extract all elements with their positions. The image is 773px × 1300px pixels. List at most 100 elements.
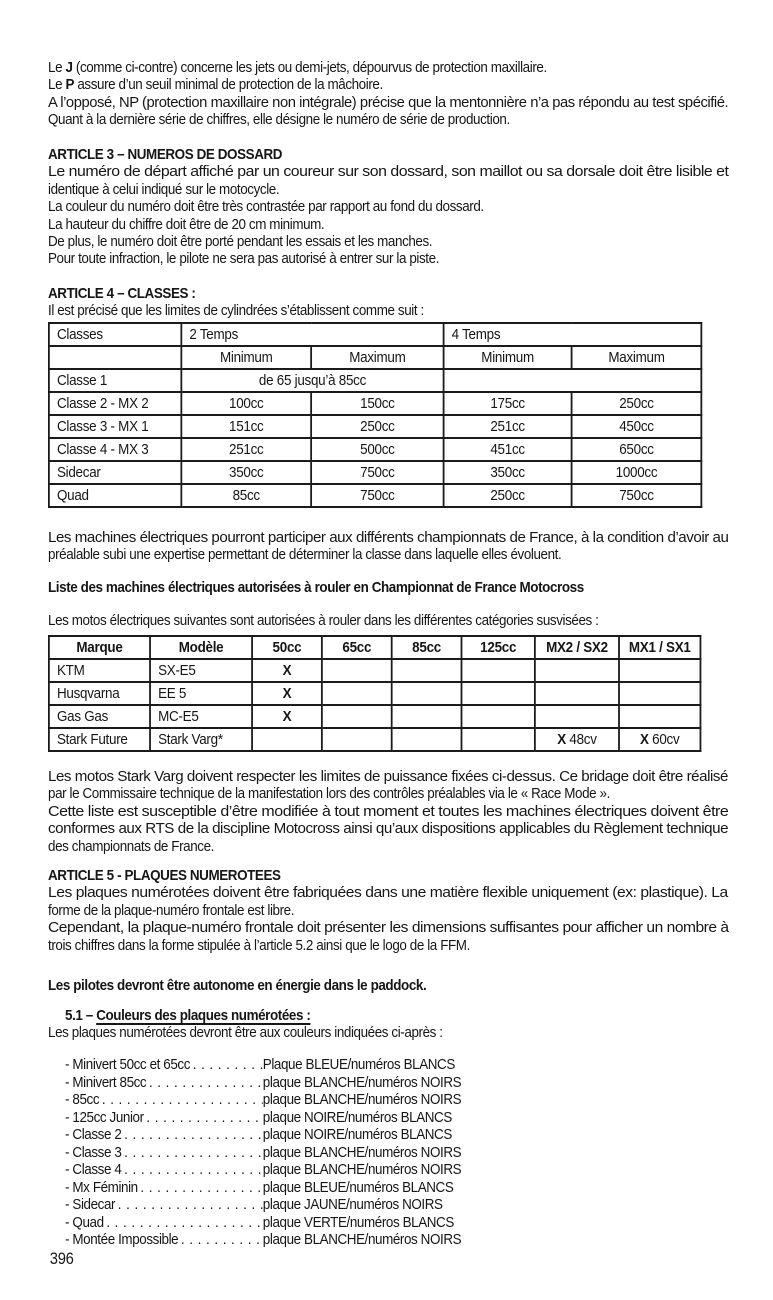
paragraph-line: identique à celui indiqué sur le motocyc… — [48, 180, 280, 198]
item-label: - Classe 4 — [65, 1161, 122, 1178]
paragraph-line: Le J (comme ci-contre) concerne les jets… — [48, 59, 728, 76]
header-cell: 4 Temps — [442, 322, 703, 347]
item-label: - Minivert 50cc et 65cc — [65, 1056, 191, 1073]
cell: 250cc — [570, 391, 703, 416]
header-cell: Classes — [48, 322, 183, 347]
cell — [618, 704, 702, 729]
table-row: Quad 85cc 750cc 250cc 750cc — [48, 483, 703, 508]
paragraph-line: Il est précisé que les limites de cylind… — [48, 302, 424, 320]
cell — [533, 704, 620, 729]
cell: Classe 4 - MX 3 — [48, 437, 183, 462]
dot-leader: . . . . . . . . . . . . . . . . . . . . … — [180, 1231, 263, 1248]
table-row: Classes 2 Temps 4 Temps — [48, 322, 703, 347]
header-cell: Modèle — [149, 635, 253, 660]
item-value: plaque BLANCHE/numéros NOIRS — [262, 1161, 462, 1178]
cylinder-capacity-table-wrap: Classes 2 Temps 4 Temps Minimum Maximum … — [48, 322, 728, 508]
item-value: plaque BLANCHE/numéros NOIRS — [262, 1073, 462, 1091]
header-cell: 125cc — [460, 635, 536, 660]
list-item: - Minivert 50cc et 65cc. . . . . . . . .… — [48, 1056, 728, 1074]
cell — [533, 658, 620, 683]
list-item: - Quad. . . . . . . . . . . . . . . . . … — [48, 1214, 728, 1232]
electric-list-intro: Les motos électriques suivantes sont aut… — [48, 612, 728, 629]
cell — [460, 658, 536, 683]
cell — [320, 727, 393, 752]
text: assure d’un seuil minimal de protection … — [74, 76, 383, 94]
list-item: - Sidecar. . . . . . . . . . . . . . . .… — [48, 1196, 728, 1214]
table-row: Classe 3 - MX 1 151cc 250cc 251cc 450cc — [48, 414, 703, 439]
table-row: Sidecar 350cc 750cc 350cc 1000cc — [48, 460, 703, 485]
cell: 451cc — [442, 437, 573, 462]
section-5-1-heading: 5.1 – Couleurs des plaques numérotées : — [48, 1007, 728, 1024]
cell: EE 5 — [149, 681, 253, 706]
item-label: - Sidecar — [65, 1196, 116, 1213]
cell: 350cc — [442, 460, 573, 485]
paragraph-line: trois chiffres dans la forme stipulée à … — [48, 936, 470, 954]
header-cell: MX1 / SX1 — [618, 635, 702, 660]
item-label: - Minivert 85cc — [65, 1073, 147, 1091]
header-cell: 2 Temps — [180, 322, 445, 347]
article-5-section: ARTICLE 5 - PLAQUES NUMEROTEES Les plaqu… — [48, 867, 729, 954]
bold-letter: J — [65, 59, 73, 76]
paragraph-line: Cette liste est susceptible d’être modif… — [48, 803, 729, 820]
dot-leader: . . . . . . . . . . . . . . . . . . . . … — [124, 1143, 263, 1161]
paragraph-line: forme de la plaque-numéro frontale est l… — [48, 901, 295, 919]
cell: X — [251, 704, 323, 729]
article-5-title: ARTICLE 5 - PLAQUES NUMEROTEES — [48, 867, 281, 884]
article-3-title: ARTICLE 3 – NUMEROS DE DOSSARD — [48, 146, 283, 163]
paddock-energy-note: Les pilotes devront être autonome en éne… — [48, 977, 728, 994]
cell: Classe 1 — [48, 368, 183, 393]
paragraph-line: Le P assure d’un seuil minimal de protec… — [48, 76, 728, 93]
text: conformes aux RTS de la discipline Motoc… — [48, 820, 729, 838]
paragraph-line: conformes aux RTS de la discipline Motoc… — [48, 820, 729, 838]
header-cell: Maximum — [310, 345, 445, 370]
paragraph-line: des championnats de France. — [48, 837, 214, 855]
helmet-certification-paragraph: Le J (comme ci-contre) concerne les jets… — [48, 59, 729, 129]
cell: 250cc — [310, 414, 445, 439]
item-value: plaque VERTE/numéros BLANCS — [262, 1213, 455, 1231]
dot-leader: . . . . . . . . . . . . . . . . . . . . … — [146, 1108, 262, 1126]
table-row: Marque Modèle 50cc 65cc 85cc 125cc MX2 /… — [48, 635, 702, 660]
item-label: - 125cc Junior — [65, 1108, 144, 1126]
electric-machines-table-wrap: Marque Modèle 50cc 65cc 85cc 125cc MX2 /… — [48, 635, 728, 752]
cell: 151cc — [180, 414, 313, 439]
cell: Classe 3 - MX 1 — [48, 414, 183, 439]
cell — [533, 681, 620, 706]
item-value: plaque BLEUE/numéros BLANCS — [262, 1178, 454, 1196]
item-value: plaque NOIRE/numéros BLANCS — [262, 1126, 453, 1143]
text: Cependant, la plaque-numéro frontale doi… — [48, 919, 729, 937]
cell: Husqvarna — [48, 681, 151, 706]
table-row: KTM SX-E5 X — [48, 658, 702, 683]
paragraph-line: Les motos électriques suivantes sont aut… — [48, 612, 599, 629]
item-label: - Quad — [65, 1213, 104, 1231]
plate-colors-list: - Minivert 50cc et 65cc . . . . . . . . .… — [48, 1056, 728, 1249]
cell — [320, 658, 393, 683]
cell: 500cc — [310, 437, 445, 462]
cell: Stark Future — [48, 727, 151, 752]
cell: 750cc — [310, 483, 445, 508]
power-value: 48cv — [565, 730, 597, 748]
paragraph-line: Quant à la dernière série de chiffres, e… — [48, 111, 510, 129]
cell — [460, 727, 536, 752]
text: Les plaques numérotées doivent être fabr… — [48, 884, 728, 902]
cell: X — [251, 681, 323, 706]
cell: MC-E5 — [149, 704, 253, 729]
list-item: - 85cc. . . . . . . . . . . . . . . . . … — [48, 1091, 728, 1109]
x-mark: X — [557, 730, 566, 748]
cell — [320, 681, 393, 706]
header-cell: Minimum — [442, 345, 573, 370]
list-item: - 125cc Junior. . . . . . . . . . . . . … — [48, 1109, 728, 1127]
cell: 750cc — [570, 483, 703, 508]
item-value: plaque BLANCHE/numéros NOIRS — [262, 1091, 462, 1108]
page-number: 396 — [50, 1250, 730, 1268]
header-cell: 65cc — [320, 635, 393, 660]
header-cell: MX2 / SX2 — [533, 635, 620, 660]
cell: Stark Varg* — [149, 727, 253, 752]
cell — [390, 681, 463, 706]
list-item: - Classe 3. . . . . . . . . . . . . . . … — [48, 1144, 728, 1162]
item-label: - Classe 3 — [65, 1143, 122, 1161]
cell — [48, 345, 183, 370]
text: Le — [48, 76, 66, 94]
power-value: 60cv — [648, 730, 680, 748]
cell: SX-E5 — [149, 658, 253, 683]
bold-letter: P — [65, 76, 75, 94]
